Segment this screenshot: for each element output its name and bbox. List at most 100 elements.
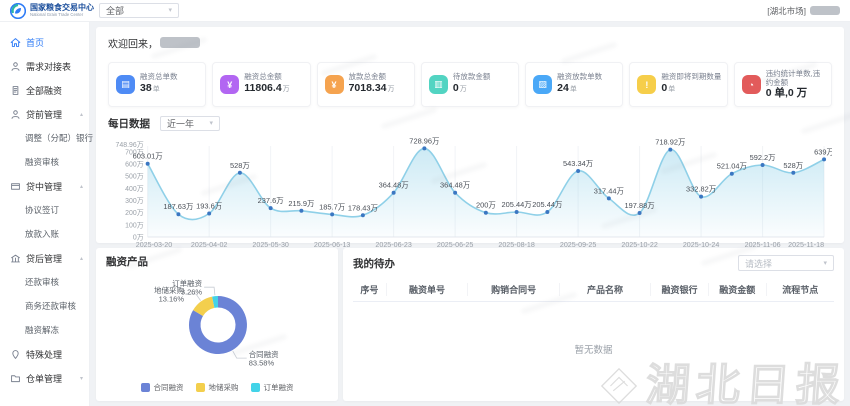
- sidebar-item-repayment-review[interactable]: 还款审核: [25, 277, 60, 287]
- scope-select-value: 全部: [106, 6, 125, 16]
- svg-text:639万: 639万: [814, 147, 832, 156]
- svg-text:215.9万: 215.9万: [288, 199, 314, 208]
- svg-text:528万: 528万: [783, 161, 803, 170]
- redacted-welcome-name: [160, 37, 200, 48]
- document-icon: ▤: [116, 75, 135, 94]
- sidebar-item-mid-loan[interactable]: 贷中管理 ▴: [0, 174, 89, 198]
- svg-text:2025-05-30: 2025-05-30: [252, 241, 288, 249]
- scope-select[interactable]: 全部 ▾: [99, 3, 179, 18]
- stat-label: 违约统计单数,违约金额: [765, 68, 821, 87]
- user-icon: [11, 61, 20, 71]
- sidebar-item-all-financing[interactable]: 全部融资: [0, 78, 89, 102]
- card-icon: [11, 182, 20, 190]
- svg-text:2025-06-13: 2025-06-13: [314, 241, 350, 249]
- sidebar-item-pre-loan[interactable]: 贷前管理 ▴: [0, 102, 89, 126]
- document-icon: [12, 85, 19, 95]
- svg-text:地储采购: 地储采购: [154, 285, 184, 295]
- todo-column-0: 序号: [353, 283, 387, 296]
- todo-column-4: 融资银行: [651, 283, 709, 296]
- sidebar-item-home[interactable]: 首页: [0, 30, 89, 54]
- stat-value: 0单: [661, 81, 676, 94]
- wallet-icon: ▥: [428, 75, 448, 94]
- market-label: [湖北市场]: [767, 5, 806, 16]
- legend-item-地储采购[interactable]: 地储采购: [195, 382, 239, 393]
- sidebar-item-demand-match[interactable]: 需求对接表: [0, 54, 89, 78]
- svg-text:订单融资: 订单融资: [172, 278, 202, 288]
- svg-text:2025-09-25: 2025-09-25: [560, 241, 596, 249]
- legend-label: 合同融资: [153, 382, 184, 392]
- svg-text:748.96万: 748.96万: [116, 141, 144, 149]
- sidebar-item-business-repayment-review[interactable]: 商务还款审核: [25, 301, 77, 311]
- svg-text:718.92万: 718.92万: [655, 138, 685, 147]
- stat-card-default-stats: ◔ 违约统计单数,违约金额 0 单,0 万: [733, 62, 832, 107]
- todo-column-1: 融资单号: [387, 283, 469, 296]
- svg-text:185.7万: 185.7万: [319, 202, 345, 211]
- brand-logo: 国家粮食交易中心 National Grain Trade Center: [10, 2, 95, 19]
- todo-filter-select[interactable]: 请选择 ▾: [738, 255, 834, 271]
- svg-text:200万: 200万: [125, 209, 144, 217]
- chevron-up-icon: ▴: [79, 255, 83, 262]
- svg-text:528万: 528万: [230, 161, 250, 170]
- brand-title: 国家粮食交易中心: [30, 2, 94, 12]
- sidebar-item-disbursement-entry[interactable]: 放款入账: [25, 229, 60, 239]
- stat-value: 11806.4万: [244, 81, 290, 94]
- todo-column-6: 流程节点: [782, 285, 819, 295]
- folder-icon: [11, 374, 20, 382]
- svg-text:500万: 500万: [125, 173, 144, 181]
- stat-value: 38单: [140, 81, 160, 94]
- sidebar-item-label: 贷前管理: [26, 109, 63, 120]
- stat-unit: 单: [668, 85, 676, 93]
- redacted-username: [810, 6, 840, 15]
- money-icon: ¥: [220, 75, 240, 94]
- svg-text:2025-10-24: 2025-10-24: [683, 241, 719, 249]
- stat-unit: 万: [387, 85, 395, 93]
- legend-swatch: [195, 382, 205, 392]
- sidebar-item-agreement-sign[interactable]: 协议签订: [25, 205, 60, 215]
- sidebar-item-post-loan[interactable]: 贷后管理 ▴: [0, 246, 89, 270]
- todo-title: 我的待办: [353, 257, 395, 270]
- legend-swatch: [250, 382, 260, 392]
- stat-card-financing-total-amount: ¥ 融资总金额 11806.4万: [212, 62, 311, 107]
- empty-text: 暂无数据: [574, 344, 613, 356]
- chevron-down-icon: ▾: [168, 7, 172, 14]
- pin-icon: [12, 349, 19, 359]
- svg-text:700万: 700万: [125, 148, 144, 156]
- overview-panel: 欢迎回来， ▤ 融资总单数 38单 ¥ 融资总金额 11806.4万 ¥ 放款总金额 7018.…: [96, 27, 844, 249]
- sidebar-item-special-handling[interactable]: 特殊处理: [0, 342, 89, 366]
- user-icon: [11, 109, 20, 119]
- sidebar-item-financing-unfreeze[interactable]: 融资解冻: [25, 325, 60, 335]
- sidebar-item-label: 需求对接表: [26, 61, 72, 72]
- sidebar-item-warehouse-receipt[interactable]: 仓单管理 ▾: [0, 366, 89, 390]
- sidebar-item-adjust-assign-bank[interactable]: 调整（分配）银行: [25, 133, 94, 143]
- todo-column-5: 融资金额: [709, 283, 767, 296]
- stat-value: 24单: [557, 81, 577, 94]
- stat-card-financing-total-orders: ▤ 融资总单数 38单: [108, 62, 207, 107]
- svg-text:521.04万: 521.04万: [717, 162, 747, 171]
- svg-text:205.44万: 205.44万: [502, 200, 532, 209]
- legend-item-订单融资[interactable]: 订单融资: [250, 382, 294, 393]
- stat-label: 融资即将到期数量: [661, 72, 722, 82]
- range-select[interactable]: 近一年 ▾: [160, 116, 220, 131]
- svg-text:237.6万: 237.6万: [258, 196, 284, 205]
- stat-label: 放款总金额: [348, 72, 387, 82]
- sidebar-item-label: 特殊处理: [26, 349, 63, 360]
- sidebar-item-financing-review[interactable]: 融资审核: [25, 157, 60, 167]
- brand-subtitle: National Grain Trade Center: [30, 11, 84, 18]
- svg-text:193.6万: 193.6万: [196, 201, 222, 210]
- svg-text:13.16%: 13.16%: [159, 295, 185, 304]
- stat-value: 0 单,0 万: [765, 87, 808, 100]
- svg-text:600万: 600万: [125, 161, 144, 169]
- legend-item-合同融资[interactable]: 合同融资: [140, 382, 184, 393]
- main-content: 欢迎回来， ▤ 融资总单数 38单 ¥ 融资总金额 11806.4万 ¥ 放款总金额 7018.…: [90, 22, 850, 406]
- products-donut-chart: 合同融资 83.58% 地储采购 13.16% 订单融资 3.26%: [106, 269, 328, 380]
- coin-icon: ¥: [324, 75, 344, 94]
- stat-label: 融资总金额: [244, 72, 282, 82]
- stats-row: ▤ 融资总单数 38单 ¥ 融资总金额 11806.4万 ¥ 放款总金额 7018.34万 ▥ 待放…: [108, 62, 832, 107]
- chart-icon: ▨: [533, 75, 553, 94]
- todo-empty-state: 暂无数据: [353, 302, 834, 395]
- top-header: 国家粮食交易中心 National Grain Trade Center 全部 …: [0, 0, 850, 22]
- svg-text:2025-10-22: 2025-10-22: [621, 241, 657, 249]
- svg-text:543.34万: 543.34万: [563, 159, 593, 168]
- legend-swatch: [140, 382, 150, 392]
